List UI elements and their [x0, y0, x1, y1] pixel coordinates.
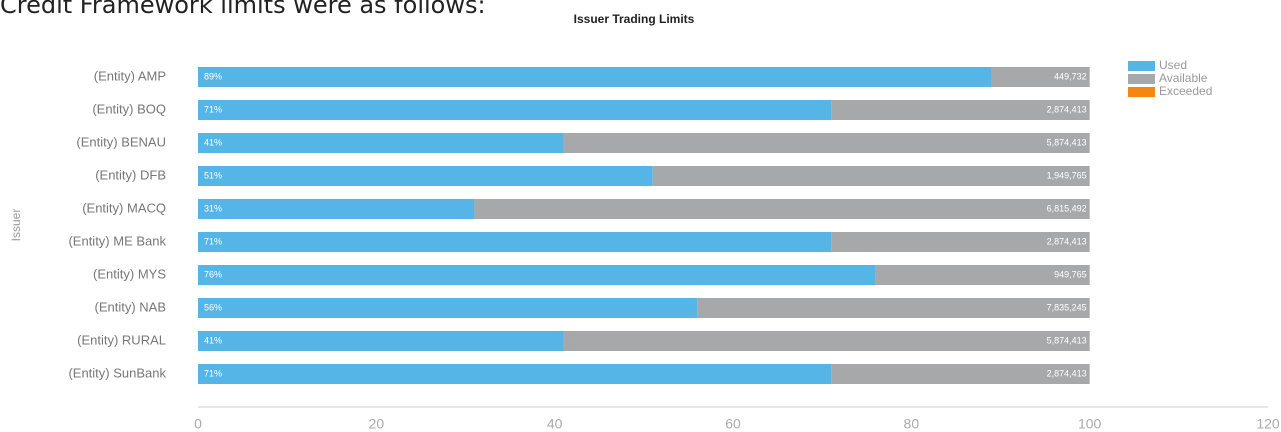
y-tick-label: (Entity) AMP: [94, 68, 166, 83]
bar-segment: [198, 364, 832, 384]
bar-segment: [831, 100, 1090, 120]
bar-label: 51%: [204, 170, 222, 180]
bar-label: 41%: [204, 335, 222, 345]
bar-segment: [875, 265, 1090, 285]
y-tick-label: (Entity) NAB: [94, 299, 166, 314]
bar-segment: [198, 232, 832, 252]
y-tick-label: (Entity) BENAU: [76, 134, 166, 149]
amount-label: 2,874,413: [1047, 236, 1087, 246]
amount-label: 5,874,413: [1047, 335, 1087, 345]
bar-segment: [652, 166, 1090, 186]
y-tick-label: (Entity) DFB: [95, 167, 166, 182]
bar-segment: [831, 232, 1090, 252]
bar-label: 71%: [204, 104, 222, 114]
bar-segment: [198, 265, 876, 285]
y-tick-label: (Entity) SunBank: [68, 365, 166, 380]
y-tick-label: (Entity) MYS: [93, 266, 166, 281]
legend-swatch: [1128, 74, 1155, 84]
bar-segment: [563, 133, 1090, 153]
bar-segment: [697, 298, 1090, 318]
bar-segment: [198, 100, 832, 120]
y-tick-label: (Entity) MACQ: [82, 200, 166, 215]
bar-segment: [563, 331, 1090, 351]
bar-label: 31%: [204, 203, 222, 213]
legend-label: Exceeded: [1159, 84, 1212, 98]
bar-label: 76%: [204, 269, 222, 279]
bar-label: 89%: [204, 71, 222, 81]
bar-segment: [198, 67, 992, 87]
bar-segment: [474, 199, 1090, 219]
x-tick-label: 20: [369, 416, 385, 432]
amount-label: 5,874,413: [1047, 137, 1087, 147]
bar-label: 56%: [204, 302, 222, 312]
bar-segment: [198, 298, 698, 318]
bar-segment: [198, 166, 653, 186]
x-tick-label: 80: [904, 416, 920, 432]
bar-segment: [198, 199, 475, 219]
y-tick-label: (Entity) RURAL: [77, 332, 166, 347]
bar-label: 41%: [204, 137, 222, 147]
legend-swatch: [1128, 61, 1155, 71]
bar-segment: [198, 133, 564, 153]
x-tick-label: 120: [1256, 416, 1280, 432]
y-axis-label: Issuer: [9, 209, 23, 242]
y-tick-label: (Entity) BOQ: [92, 101, 166, 116]
y-tick-label: (Entity) ME Bank: [68, 233, 166, 248]
bar-segment: [831, 364, 1090, 384]
amount-label: 1,949,765: [1047, 170, 1087, 180]
amount-label: 2,874,413: [1047, 368, 1087, 378]
legend-swatch: [1128, 87, 1155, 97]
amount-label: 7,835,245: [1047, 302, 1087, 312]
heading: Credit Framework limits were as follows:: [0, 0, 486, 19]
bar-label: 71%: [204, 368, 222, 378]
x-tick-label: 40: [547, 416, 563, 432]
x-tick-label: 100: [1078, 416, 1102, 432]
amount-label: 6,815,492: [1047, 203, 1087, 213]
legend-label: Available: [1159, 71, 1208, 85]
legend-label: Used: [1159, 58, 1187, 72]
bar-segment: [198, 331, 564, 351]
amount-label: 949,765: [1054, 269, 1087, 279]
bar-segment: [991, 67, 1090, 87]
amount-label: 2,874,413: [1047, 104, 1087, 114]
x-tick-label: 60: [725, 416, 741, 432]
amount-label: 449,732: [1054, 71, 1087, 81]
chart-title: Issuer Trading Limits: [574, 12, 695, 26]
x-tick-label: 0: [194, 416, 202, 432]
bar-label: 71%: [204, 236, 222, 246]
